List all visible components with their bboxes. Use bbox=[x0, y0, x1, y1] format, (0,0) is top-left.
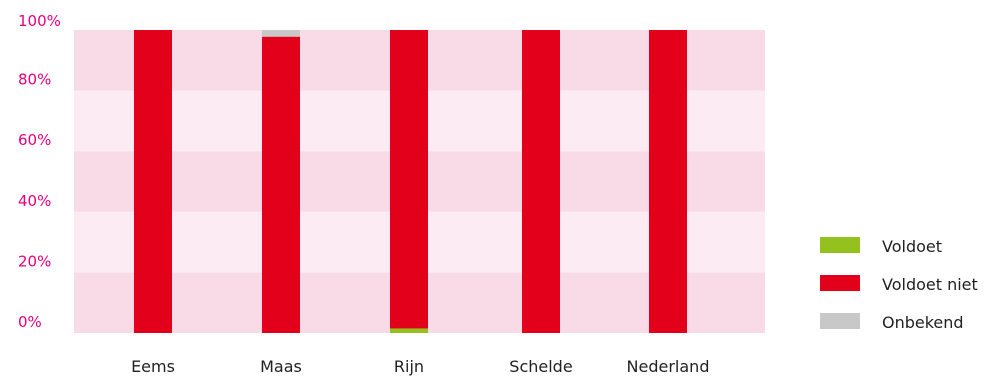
x-tick-label: Schelde bbox=[509, 357, 572, 376]
bar-segment bbox=[649, 30, 687, 333]
y-tick-label: 80% bbox=[18, 71, 51, 89]
y-axis-ticks: 0% 20% 40% 60% 80% 100% bbox=[18, 12, 61, 331]
y-tick-label: 100% bbox=[18, 12, 61, 30]
legend-label: Voldoet bbox=[882, 237, 942, 256]
bars bbox=[134, 30, 687, 333]
x-axis-ticks: Eems Maas Rijn Schelde Nederland bbox=[131, 357, 709, 376]
bar-segment bbox=[390, 328, 428, 333]
bar-segment bbox=[522, 30, 560, 333]
x-tick-label: Nederland bbox=[627, 357, 710, 376]
bar-segment bbox=[262, 30, 300, 37]
legend-swatch bbox=[820, 237, 860, 253]
legend-swatch bbox=[820, 313, 860, 329]
x-tick-label: Rijn bbox=[394, 357, 424, 376]
x-tick-label: Eems bbox=[131, 357, 175, 376]
y-tick-label: 20% bbox=[18, 252, 51, 270]
bar-segment bbox=[262, 36, 300, 333]
legend-label: Onbekend bbox=[882, 313, 964, 332]
y-tick-label: 60% bbox=[18, 131, 51, 149]
y-tick-label: 40% bbox=[18, 192, 51, 210]
bar-segment bbox=[390, 30, 428, 329]
legend-swatch bbox=[820, 275, 860, 291]
x-tick-label: Maas bbox=[260, 357, 302, 376]
legend-label: Voldoet niet bbox=[882, 275, 978, 294]
y-tick-label: 0% bbox=[18, 313, 42, 331]
legend: Voldoet Voldoet niet Onbekend bbox=[820, 237, 978, 332]
bar-segment bbox=[134, 30, 172, 333]
